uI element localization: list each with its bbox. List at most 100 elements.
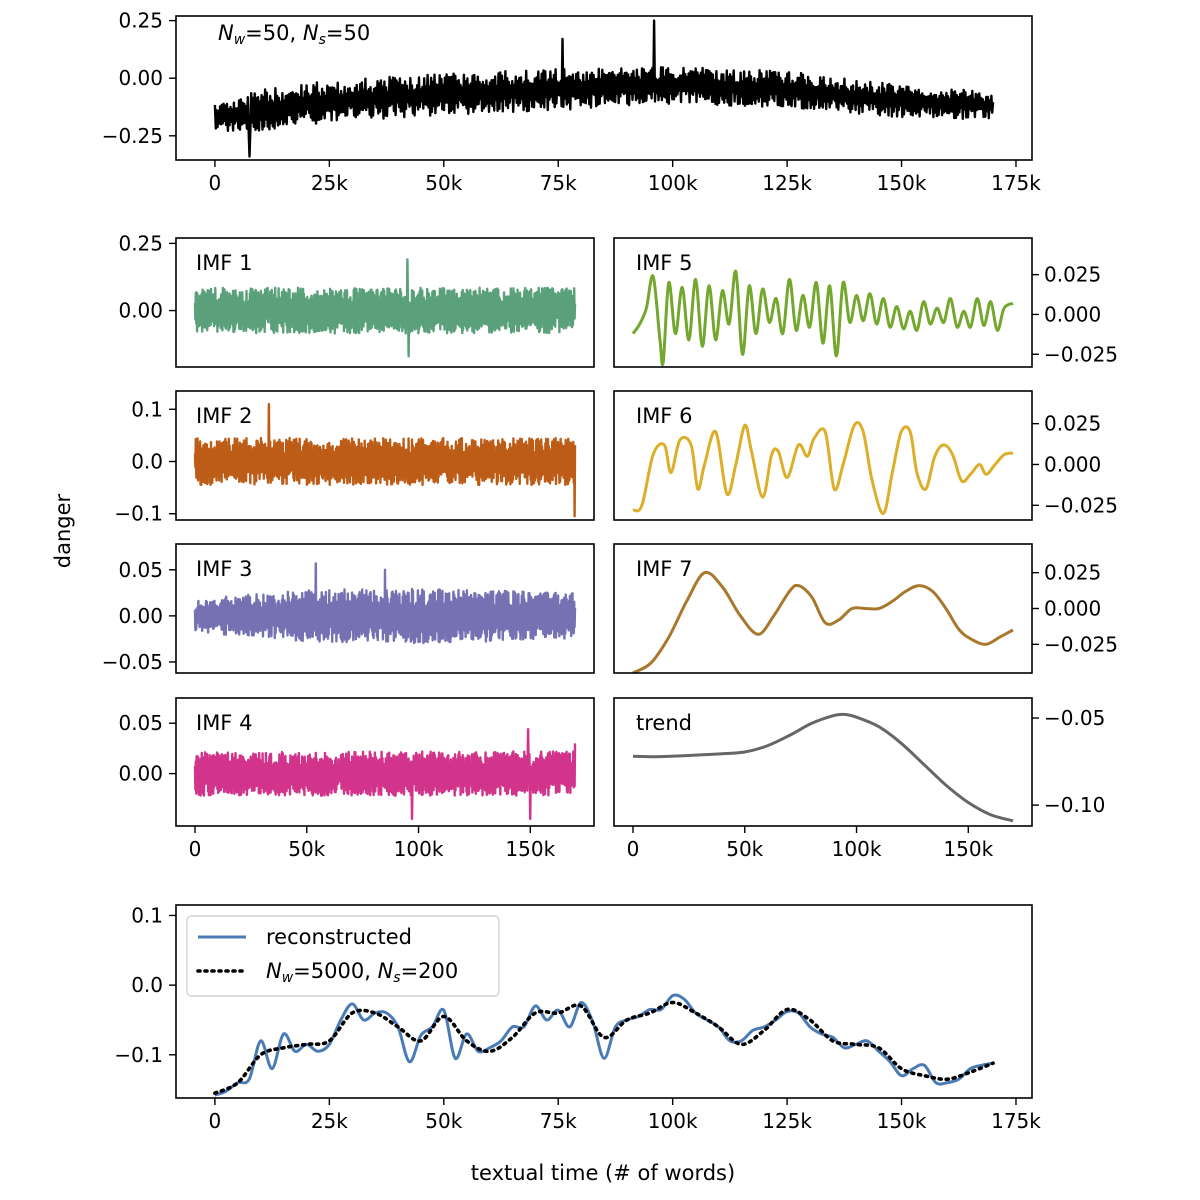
subplot-imf1: 0.25 0.00 IMF 1 [118, 231, 595, 368]
y-tick-label-imf2-2: −0.1 [114, 502, 163, 526]
subplot-trend: −0.05 −0.10 0 50k 100k 150k trend [613, 697, 1105, 861]
legend-box [186, 915, 500, 997]
legend-label-reconstructed: reconstructed [266, 925, 412, 949]
legend-label-nw5000: Nw=5000, Ns=200 [266, 959, 458, 986]
panel-label-trend: trend [636, 711, 692, 735]
line-imf1 [193, 258, 577, 358]
panel-label-imf2: IMF 2 [196, 404, 252, 428]
line-raw [213, 19, 995, 158]
line-imf5 [631, 269, 1014, 366]
y-tick-label-imf3-2: −0.05 [102, 650, 163, 674]
subplot-reconstructed: 0.1 0.0 −0.1 0 25k 50k 75k 100k 125k 150k 175k reco… [114, 903, 1041, 1133]
series-trend [632, 712, 1014, 823]
y-tick-label-raw-1: 0.00 [118, 66, 163, 90]
y-tick-label-imf2-1: 0.0 [131, 450, 163, 474]
y-tick-label-imf6-2: −0.025 [1044, 493, 1118, 517]
y-tick-label-imf7-2: −0.025 [1044, 632, 1118, 656]
subplot-raw: 0.25 0.00 −0.25 0 25k 50k 75k 100k 125k 150k 175k N… [102, 9, 1042, 195]
x-tick-label-reconstructed-7: 175k [991, 1109, 1041, 1133]
subplot-imf3: 0.05 0.00 −0.05 IMF 3 [102, 543, 595, 674]
frame-imf3 [175, 543, 595, 674]
y-tick-label-imf1-0: 0.25 [118, 231, 163, 255]
series-imf2 [193, 402, 577, 518]
x-tick-label-trend-0: 0 [627, 837, 640, 861]
y-tick-label-imf6-1: 0.000 [1044, 452, 1101, 476]
x-tick-label-raw-6: 150k [877, 171, 927, 195]
y-tick-label-imf7-0: 0.025 [1044, 561, 1101, 585]
frame-raw [175, 15, 1033, 161]
y-tick-label-imf7-1: 0.000 [1044, 597, 1101, 621]
x-tick-label-imf4-1: 50k [288, 837, 325, 861]
series-imf6 [632, 421, 1014, 516]
x-tick-label-reconstructed-5: 125k [762, 1109, 812, 1133]
x-tick-label-raw-4: 100k [648, 171, 698, 195]
x-tick-label-trend-1: 50k [726, 837, 763, 861]
frame-imf4 [175, 697, 595, 827]
frame-imf6 [613, 390, 1033, 521]
panel-label-imf6: IMF 6 [636, 404, 692, 428]
x-tick-label-raw-5: 125k [762, 171, 812, 195]
subplot-imf6: 0.025 0.000 −0.025 IMF 6 [613, 390, 1118, 521]
x-tick-label-raw-7: 175k [991, 171, 1041, 195]
series-raw [213, 19, 995, 158]
series-reconstructed [213, 993, 995, 1097]
panel-label-imf3: IMF 3 [196, 557, 252, 581]
panel-label-imf1: IMF 1 [196, 251, 252, 275]
x-tick-label-reconstructed-4: 100k [648, 1109, 698, 1133]
y-tick-label-trend-1: −0.10 [1044, 793, 1105, 817]
y-tick-label-imf3-1: 0.00 [118, 604, 163, 628]
y-tick-label-trend-0: −0.05 [1044, 706, 1105, 730]
frame-trend [613, 697, 1033, 827]
y-tick-label-imf6-0: 0.025 [1044, 412, 1101, 436]
y-tick-label-imf5-0: 0.025 [1044, 263, 1101, 287]
y-tick-label-reconstructed-2: −0.1 [114, 1043, 163, 1067]
x-tick-label-reconstructed-1: 25k [311, 1109, 348, 1133]
x-tick-label-trend-2: 100k [832, 837, 882, 861]
frame-reconstructed [175, 904, 1033, 1099]
y-tick-label-imf5-2: −0.025 [1044, 342, 1118, 366]
plot-area: 0.250.00−0.250 25k 50k 75k 100k 125k 150k 175kN… [102, 9, 1118, 1133]
x-tick-label-imf4-2: 100k [394, 837, 444, 861]
series-imf3 [193, 562, 577, 645]
frame-imf5 [613, 237, 1033, 368]
subplot-imf4: 0.05 0.00 0 50k 100k 150k IMF 4 [118, 697, 595, 861]
x-tick-label-raw-0: 0 [209, 171, 222, 195]
y-axis-title: danger [51, 493, 75, 568]
subplot-imf2: 0.1 0.0 −0.1 IMF 2 [114, 390, 595, 526]
frame-imf1 [175, 237, 595, 368]
y-tick-label-raw-2: −0.25 [102, 124, 163, 148]
line-trend [632, 712, 1014, 823]
x-tick-label-reconstructed-3: 75k [540, 1109, 577, 1133]
x-tick-label-imf4-0: 0 [189, 837, 202, 861]
y-tick-label-imf2-0: 0.1 [131, 397, 163, 421]
series-imf4 [193, 728, 577, 821]
x-tick-label-raw-2: 50k [425, 171, 462, 195]
x-tick-label-raw-3: 75k [540, 171, 577, 195]
y-tick-label-reconstructed-0: 0.1 [131, 903, 163, 927]
line-imf7 [632, 570, 1014, 673]
line-imf6 [632, 421, 1014, 516]
series-imf7 [632, 570, 1014, 673]
line-imf3 [193, 562, 577, 645]
x-tick-label-raw-1: 25k [311, 171, 348, 195]
panel-label-imf5: IMF 5 [636, 251, 692, 275]
y-tick-label-imf4-0: 0.05 [118, 711, 163, 735]
y-tick-label-reconstructed-1: 0.0 [131, 973, 163, 997]
series-imf1 [193, 258, 577, 358]
line-reconstructed-1 [213, 1000, 995, 1095]
y-tick-label-imf5-1: 0.000 [1044, 302, 1101, 326]
y-tick-label-imf4-1: 0.00 [118, 762, 163, 786]
x-tick-label-imf4-3: 150k [505, 837, 555, 861]
x-axis-title: textual time (# of words) [471, 1161, 735, 1185]
line-imf4 [193, 728, 577, 821]
x-tick-label-reconstructed-2: 50k [425, 1109, 462, 1133]
frame-imf2 [175, 390, 595, 521]
subplot-imf5: 0.025 0.000 −0.025 IMF 5 [613, 237, 1118, 368]
line-imf2 [193, 402, 577, 518]
panel-label-imf7: IMF 7 [636, 557, 692, 581]
line-reconstructed-0 [214, 993, 994, 1097]
subplot-imf7: 0.025 0.000 −0.025 IMF 7 [613, 543, 1118, 674]
legend: reconstructed Nw=5000, Ns=200 [186, 915, 500, 997]
series-imf5 [631, 269, 1014, 366]
